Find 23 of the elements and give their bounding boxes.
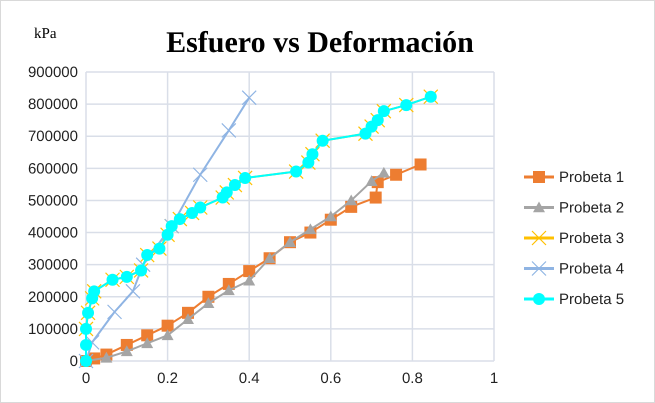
y-tick-label: 300000: [28, 256, 78, 274]
y-tick-label: 600000: [28, 160, 78, 178]
x-tick-label: 0.2: [157, 370, 178, 387]
legend-label: Probeta 3: [559, 230, 624, 247]
y-tick-label: 900000: [28, 64, 78, 81]
x-tick-label: 0.8: [402, 370, 423, 387]
x-tick-label: 0: [82, 370, 90, 387]
legend-label: Probeta 4: [559, 260, 624, 278]
x-tick-label: 1: [490, 370, 498, 387]
x-tick-label: 0.6: [320, 370, 342, 387]
chart-title: Esfuero vs Deformación: [166, 26, 474, 59]
x-tick-label: 0.4: [238, 370, 260, 387]
legend-label: Probeta 2: [559, 200, 624, 216]
y-tick-label: 800000: [28, 96, 78, 114]
y-tick-label: 400000: [28, 224, 78, 242]
y-tick-label: 700000: [28, 128, 78, 146]
legend-label: Probeta 1: [559, 169, 624, 186]
legend-label: Probeta 5: [559, 291, 624, 308]
y-tick-label: 200000: [28, 288, 78, 306]
y-axis-title: kPa: [34, 26, 57, 42]
y-tick-label: 0: [70, 353, 78, 370]
y-tick-label: 100000: [28, 320, 78, 338]
y-tick-label: 500000: [28, 192, 78, 210]
